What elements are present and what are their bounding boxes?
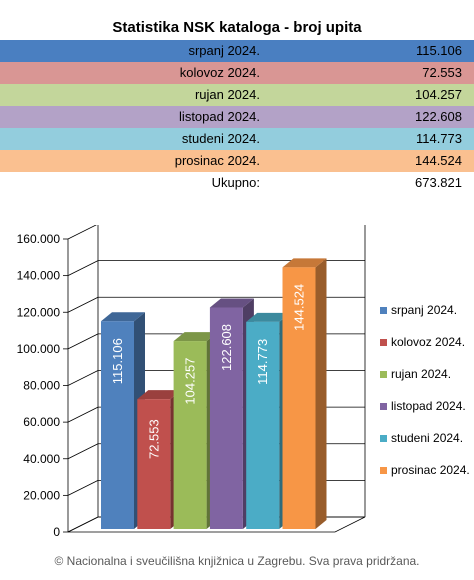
y-tick-label: 160.000 — [17, 232, 61, 246]
month-label: prosinac 2024. — [174, 153, 260, 168]
month-label: srpanj 2024. — [188, 43, 260, 58]
bar — [137, 399, 171, 529]
query-count: 144.524 — [415, 153, 462, 168]
legend-label: studeni 2024. — [391, 431, 463, 445]
gridline-side — [67, 406, 99, 423]
bar — [173, 341, 207, 529]
table-row: listopad 2024. 122.608 — [0, 106, 474, 128]
total-value: 673.821 — [415, 175, 462, 190]
month-label: rujan 2024. — [194, 87, 260, 102]
bar — [101, 321, 134, 529]
table-row: srpanj 2024. 115.106 — [0, 40, 474, 62]
bar-top — [282, 258, 327, 268]
total-row: Ukupno: 673.821 — [0, 172, 474, 194]
bar-value-label: 144.524 — [292, 284, 307, 331]
gridline-side — [67, 296, 99, 313]
gridline-side — [67, 516, 99, 533]
query-count: 114.773 — [415, 131, 462, 146]
bar-value-label: 104.257 — [183, 358, 198, 405]
query-count: 104.257 — [415, 87, 462, 102]
legend-swatch — [380, 371, 387, 378]
legend-label: listopad 2024. — [391, 399, 466, 413]
copyright-footer: © Nacionalna i sveučilišna knjižnica u Z… — [54, 554, 420, 568]
bar-value-label: 72.553 — [146, 419, 161, 459]
y-tick-label: 0 — [53, 525, 60, 539]
legend-label: kolovoz 2024. — [391, 335, 465, 349]
bar — [282, 267, 316, 529]
bar-value-label: 122.608 — [219, 324, 234, 371]
table-title: Statistika NSK kataloga - broj upita — [112, 19, 362, 36]
bar-top — [209, 298, 254, 308]
query-count: 72.553 — [422, 65, 462, 80]
month-label: listopad 2024. — [179, 109, 260, 124]
bar-value-label: 115.106 — [110, 338, 125, 384]
bar-value-label: 114.773 — [255, 339, 270, 385]
bar-chart: 0 20.000 40.000 60.000 80.000 100.000 120.000 1… — [17, 225, 470, 539]
month-label: kolovoz 2024. — [179, 65, 260, 80]
y-tick-label: 80.000 — [23, 379, 60, 393]
gridline-side — [67, 370, 99, 386]
y-tick-label: 100.000 — [17, 342, 61, 356]
legend-label: rujan 2024. — [391, 367, 451, 381]
legend-label: srpanj 2024. — [391, 303, 457, 317]
month-label: studeni 2024. — [181, 131, 260, 146]
query-count: 122.608 — [415, 109, 462, 124]
table-row: rujan 2024. 104.257 — [0, 84, 474, 106]
legend-swatch — [380, 307, 387, 314]
bar-top — [173, 332, 218, 342]
total-label: Ukupno: — [211, 175, 260, 190]
bar — [209, 307, 243, 529]
gridline-side — [67, 260, 99, 276]
gridline-side — [67, 480, 99, 496]
gridline-side — [67, 443, 99, 460]
legend-swatch — [380, 403, 387, 410]
y-tick-label: 20.000 — [23, 488, 60, 502]
bar-top — [137, 390, 182, 400]
bar — [246, 321, 280, 529]
gridline-side — [67, 225, 97, 240]
y-tick-label: 140.000 — [17, 269, 61, 283]
legend-swatch — [380, 339, 387, 346]
bar-top — [101, 312, 145, 322]
bar-side — [315, 258, 327, 529]
legend-label: prosinac 2024. — [391, 463, 470, 477]
y-tick-label: 120.000 — [17, 305, 61, 319]
legend-swatch — [380, 467, 387, 474]
table-row: prosinac 2024. 144.524 — [0, 150, 474, 172]
legend-swatch — [380, 435, 387, 442]
y-tick-label: 40.000 — [23, 452, 60, 466]
table-row: studeni 2024. 114.773 — [0, 128, 474, 150]
table-row: kolovoz 2024. 72.553 — [0, 62, 474, 84]
y-tick-label: 60.000 — [23, 415, 60, 429]
query-count: 115.106 — [415, 43, 462, 58]
gridline-side — [67, 333, 99, 350]
bar-top — [246, 312, 291, 322]
